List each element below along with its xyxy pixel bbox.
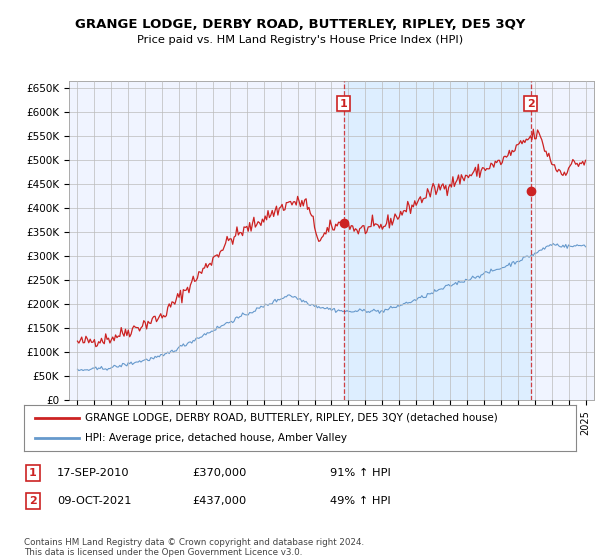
- Text: 2: 2: [527, 99, 535, 109]
- Text: 91% ↑ HPI: 91% ↑ HPI: [330, 468, 391, 478]
- Bar: [344, 81, 531, 400]
- Text: 1: 1: [340, 99, 347, 109]
- Text: Price paid vs. HM Land Registry's House Price Index (HPI): Price paid vs. HM Land Registry's House …: [137, 35, 463, 45]
- Text: Contains HM Land Registry data © Crown copyright and database right 2024.
This d: Contains HM Land Registry data © Crown c…: [24, 538, 364, 557]
- Text: GRANGE LODGE, DERBY ROAD, BUTTERLEY, RIPLEY, DE5 3QY (detached house): GRANGE LODGE, DERBY ROAD, BUTTERLEY, RIP…: [85, 413, 497, 423]
- Text: 1: 1: [29, 468, 37, 478]
- Text: 09-OCT-2021: 09-OCT-2021: [57, 496, 131, 506]
- Text: £370,000: £370,000: [192, 468, 247, 478]
- Text: 49% ↑ HPI: 49% ↑ HPI: [330, 496, 391, 506]
- Text: GRANGE LODGE, DERBY ROAD, BUTTERLEY, RIPLEY, DE5 3QY: GRANGE LODGE, DERBY ROAD, BUTTERLEY, RIP…: [75, 18, 525, 31]
- Text: 2: 2: [29, 496, 37, 506]
- Text: 17-SEP-2010: 17-SEP-2010: [57, 468, 130, 478]
- Text: £437,000: £437,000: [192, 496, 246, 506]
- Text: HPI: Average price, detached house, Amber Valley: HPI: Average price, detached house, Ambe…: [85, 433, 347, 443]
